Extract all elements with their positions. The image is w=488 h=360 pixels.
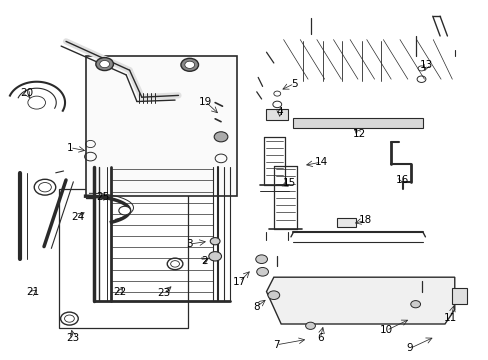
Text: 21: 21 xyxy=(26,287,40,297)
Circle shape xyxy=(181,58,198,71)
Text: 12: 12 xyxy=(352,129,366,139)
Text: 16: 16 xyxy=(394,175,408,185)
Text: 13: 13 xyxy=(419,60,433,70)
Circle shape xyxy=(208,252,221,261)
Circle shape xyxy=(255,255,267,264)
Text: 18: 18 xyxy=(358,215,372,225)
Bar xyxy=(85,56,237,196)
Text: 17: 17 xyxy=(232,276,246,287)
Text: 19: 19 xyxy=(198,96,212,107)
Text: 22: 22 xyxy=(113,287,126,297)
Circle shape xyxy=(96,58,113,71)
Text: 15: 15 xyxy=(282,178,296,188)
Text: 3: 3 xyxy=(186,239,193,249)
Text: 1: 1 xyxy=(66,143,73,153)
Text: 20: 20 xyxy=(20,88,33,98)
Bar xyxy=(337,218,355,227)
Circle shape xyxy=(210,238,220,245)
Text: 23: 23 xyxy=(157,288,170,298)
Text: 2: 2 xyxy=(201,256,207,266)
Circle shape xyxy=(100,60,109,68)
Bar xyxy=(451,288,466,304)
Text: 14: 14 xyxy=(314,157,328,167)
Text: 25: 25 xyxy=(96,192,109,202)
Circle shape xyxy=(256,267,268,276)
Text: 23: 23 xyxy=(66,333,80,343)
Text: 24: 24 xyxy=(71,212,85,222)
Circle shape xyxy=(214,132,227,142)
Circle shape xyxy=(305,322,315,329)
Circle shape xyxy=(267,291,279,300)
Text: 7: 7 xyxy=(272,340,279,350)
Bar xyxy=(265,109,287,120)
Circle shape xyxy=(410,301,420,308)
Polygon shape xyxy=(266,277,454,324)
Bar xyxy=(59,189,188,328)
Text: 9: 9 xyxy=(406,343,412,354)
Circle shape xyxy=(184,61,194,68)
Text: 10: 10 xyxy=(379,325,392,336)
Text: 5: 5 xyxy=(290,78,297,89)
Bar xyxy=(293,118,422,128)
Text: 8: 8 xyxy=(253,302,260,312)
Text: 4: 4 xyxy=(276,107,283,117)
Circle shape xyxy=(119,206,130,215)
Text: 11: 11 xyxy=(443,312,457,323)
Text: 6: 6 xyxy=(316,333,323,343)
